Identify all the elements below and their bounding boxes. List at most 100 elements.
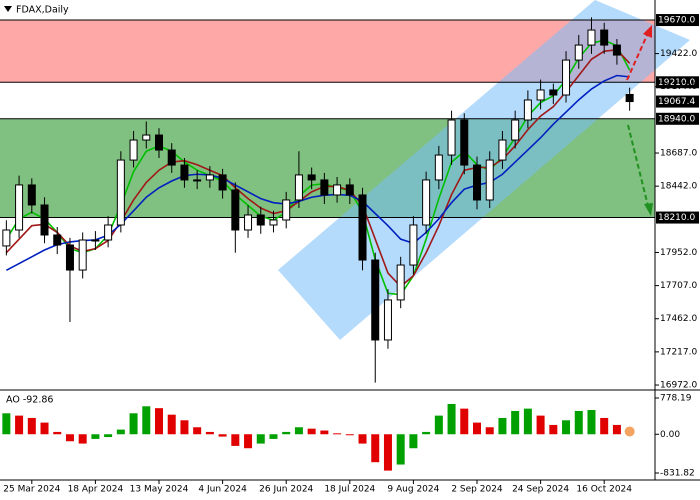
candle-body (269, 219, 278, 226)
ao-bar (231, 434, 240, 446)
candle-body (65, 244, 74, 271)
ao-bar (574, 410, 583, 435)
candle-body (485, 159, 494, 201)
y-tick-label: 778.19 (660, 394, 692, 404)
ao-bar (536, 415, 545, 435)
candle-body (511, 119, 520, 141)
candle-body (116, 159, 125, 226)
candle-body (422, 179, 431, 226)
candle-body (574, 44, 583, 61)
candle-body (473, 164, 481, 201)
ao-bar (396, 434, 405, 465)
ao-bar (104, 434, 113, 438)
ao-bar (129, 413, 138, 435)
ao-bar (65, 434, 74, 442)
ao-bar (269, 434, 278, 439)
ao-bar (193, 427, 202, 435)
chart-title: FDAX,Daily (16, 5, 69, 16)
candle-body (358, 194, 367, 261)
candle-body (15, 184, 24, 231)
forecast-arrows (626, 25, 653, 216)
candle-body (345, 184, 354, 196)
ao-bar (244, 434, 253, 449)
candle-body (434, 154, 443, 181)
x-tick-label: 9 Aug 2024 (387, 485, 439, 495)
level-label: 18210.0 (658, 213, 695, 223)
ao-bar (116, 429, 125, 435)
candle-body (498, 139, 507, 161)
ao-bar (294, 427, 303, 435)
ao-bar (91, 434, 100, 439)
candle-body (256, 214, 265, 226)
candle-body (2, 229, 11, 247)
price-label: 19067.4 (658, 97, 695, 107)
y-tick-label: 19422.0 (660, 49, 697, 59)
ao-bar (180, 420, 189, 435)
candle-body (612, 44, 621, 56)
candle-body (180, 164, 189, 181)
candle-body (78, 239, 87, 271)
candle-body (53, 234, 62, 246)
ao-bar (358, 434, 367, 444)
ao-bar (205, 431, 214, 435)
x-tick-label: 18 Jul 2024 (324, 485, 375, 495)
level-label-box (656, 14, 699, 27)
y-tick-label: 18687.0 (660, 149, 697, 159)
candle-body (294, 174, 303, 201)
y-tick-label: 17707.0 (660, 281, 697, 291)
ao-bar (549, 424, 558, 435)
x-tick-label: 16 Oct 2024 (576, 485, 632, 495)
indicator-title: AO -92.86 (6, 395, 53, 406)
candle-body (27, 184, 36, 206)
ao-bar (15, 415, 24, 435)
candle-body (333, 184, 342, 196)
y-tick-label: 19177.0 (660, 82, 697, 92)
x-tick-label: 2 Sep 2024 (451, 485, 503, 495)
ao-bar (473, 422, 481, 435)
ao-bar (155, 408, 163, 435)
ao-bar (333, 433, 342, 435)
candle-body (625, 93, 634, 103)
level-label-box (656, 211, 699, 224)
candle-body (562, 59, 571, 96)
ao-bar (218, 434, 227, 437)
ao-bar (53, 431, 62, 435)
price-panel (0, 17, 655, 471)
candle-body (460, 119, 469, 166)
price-label-box (656, 95, 699, 108)
candle-body (409, 224, 418, 266)
candle-body (167, 149, 176, 166)
ao-bar (485, 427, 494, 435)
candle-body (282, 199, 291, 221)
x-tick-label: 24 Sep 2024 (512, 485, 569, 495)
axes: 19670.0 19210.0 18940.0 18210.0 19422.0 19177… (3, 14, 699, 495)
ao-bar (523, 408, 532, 435)
ao-bar (511, 410, 520, 435)
ao-bar (409, 434, 418, 449)
level-label: 19670.0 (658, 16, 695, 26)
level-label-box (656, 112, 699, 125)
ao-bar (27, 417, 36, 435)
ao-bar (307, 428, 316, 435)
down-arrowhead (644, 203, 653, 216)
ao-bar (2, 413, 11, 435)
candle-body (536, 89, 545, 101)
x-tick-label: 18 Apr 2024 (68, 485, 124, 495)
ao-bar (383, 434, 392, 471)
ao-bar (447, 403, 456, 435)
x-tick-label: 26 Jun 2024 (259, 485, 313, 495)
candle-body (142, 134, 151, 141)
ao-bar (587, 410, 596, 435)
ao-bar (78, 434, 87, 444)
x-tick-label: 25 Mar 2024 (3, 485, 60, 495)
candle-body (396, 264, 405, 301)
y-tick-label: 17952.0 (660, 248, 697, 258)
ao-bar (600, 417, 609, 435)
x-tick-label: 13 May 2024 (130, 485, 189, 495)
candle-body (129, 139, 138, 161)
ao-bar (422, 431, 431, 435)
candle-body (231, 189, 240, 231)
candle-body (549, 89, 558, 96)
up-arrow (626, 32, 649, 81)
